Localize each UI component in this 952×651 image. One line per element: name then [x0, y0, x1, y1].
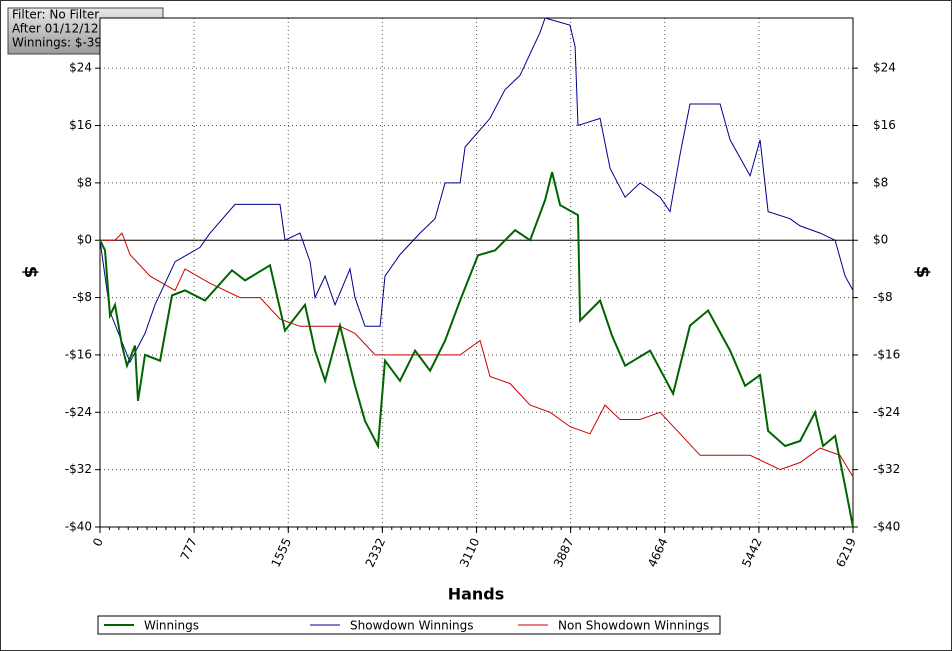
y-tick-label-right: -$16 — [873, 347, 900, 361]
x-axis-label: Hands — [448, 585, 505, 604]
y-tick-label: $24 — [69, 61, 92, 75]
y-tick-label: -$32 — [65, 462, 92, 476]
y-tick-label-right: -$24 — [873, 405, 900, 419]
legend-label: Non Showdown Winnings — [558, 619, 709, 633]
legend-label: Winnings — [144, 619, 199, 633]
y-tick-label: -$16 — [65, 347, 92, 361]
y-tick-label-right: $0 — [873, 233, 888, 247]
plot-border — [99, 17, 854, 528]
y-tick-label: -$40 — [65, 520, 92, 534]
series-line — [99, 171, 854, 528]
y-tick-label-right: -$40 — [873, 520, 900, 534]
info-line: Winnings: $-39.43 — [12, 36, 121, 50]
y-tick-label: $8 — [77, 175, 92, 189]
legend — [97, 615, 721, 635]
y-tick-label-right: -$8 — [873, 290, 893, 304]
y-axis-label: $ — [20, 266, 41, 279]
y-tick-label: $0 — [77, 233, 92, 247]
y-tick-label-right: $8 — [873, 175, 888, 189]
y-axis-label-right: $ — [912, 266, 933, 279]
y-tick-label: -$8 — [72, 290, 92, 304]
series-line — [100, 232, 854, 478]
y-tick-label-right: -$32 — [873, 462, 900, 476]
y-tick-label: $16 — [69, 118, 92, 132]
y-tick-label-right: $16 — [873, 118, 896, 132]
legend-label: Showdown Winnings — [350, 619, 474, 633]
info-line: Filter: No Filter — [12, 8, 99, 22]
y-tick-label-right: $24 — [873, 61, 896, 75]
series-line — [99, 17, 854, 364]
y-tick-label: -$24 — [65, 405, 92, 419]
